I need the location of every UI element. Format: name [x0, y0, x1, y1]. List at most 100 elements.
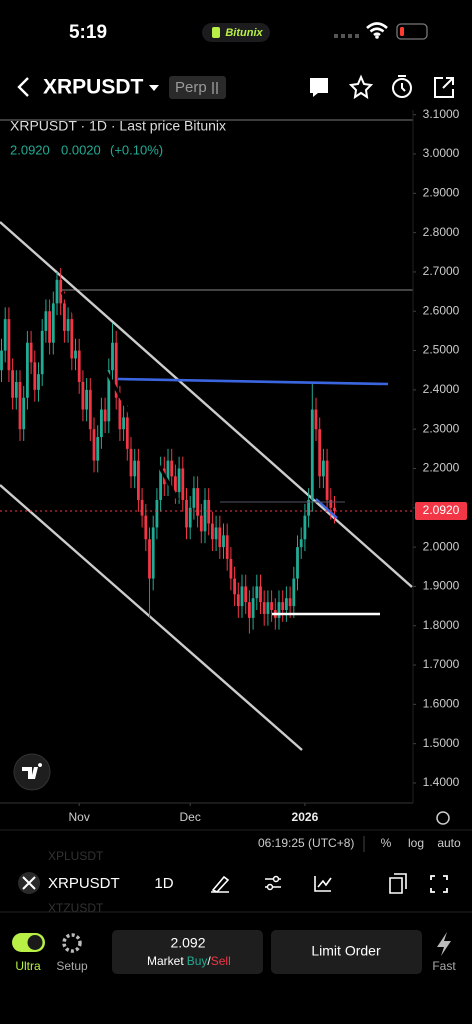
- buy-word: Buy: [187, 954, 208, 968]
- candle-body: [114, 342, 118, 398]
- candle-body: [299, 539, 303, 548]
- candle-body: [318, 429, 322, 477]
- candle-body: [125, 417, 129, 449]
- y-tick-label: 2.5000: [423, 343, 460, 357]
- y-tick-label: 1.9000: [423, 579, 460, 593]
- candle-body: [233, 578, 236, 595]
- candle-body: [174, 476, 177, 493]
- candle-body: [107, 370, 111, 422]
- candle-body: [296, 547, 299, 579]
- chat-icon[interactable]: [310, 78, 328, 97]
- limit-label: Limit Order: [311, 943, 381, 959]
- settings-gear[interactable]: [436, 811, 450, 825]
- y-tick-label: 1.4000: [423, 775, 460, 789]
- fullscreen[interactable]: [430, 875, 448, 893]
- candle-body: [85, 389, 88, 410]
- interval[interactable]: 1D: [154, 875, 173, 892]
- log-toggle[interactable]: log: [408, 836, 424, 850]
- ghost-symbol: XTZUSDT: [48, 901, 104, 915]
- wifi-dot: [375, 35, 379, 39]
- star-icon[interactable]: [348, 74, 374, 100]
- ultra-label[interactable]: Ultra: [15, 959, 41, 973]
- y-tick-label: 2.7000: [423, 264, 460, 278]
- alert-hand: [398, 75, 406, 92]
- limit-button[interactable]: [271, 930, 422, 974]
- candle-body: [118, 397, 122, 430]
- percent-toggle[interactable]: %: [381, 836, 392, 850]
- ghost-symbol: XPLUSDT: [48, 849, 104, 863]
- battery: [396, 23, 428, 40]
- symbol-caret[interactable]: [149, 85, 159, 91]
- y-tick-label: 2.9000: [423, 185, 460, 199]
- slash: /: [207, 954, 211, 968]
- candle-body: [74, 350, 77, 359]
- candle-body: [170, 460, 174, 477]
- drawing-line: [60, 291, 180, 501]
- market-button[interactable]: [112, 930, 263, 974]
- candles: [0, 268, 336, 634]
- candle-body: [92, 429, 96, 461]
- x-tick-label: 2026: [292, 810, 319, 824]
- candle-body: [51, 303, 55, 343]
- candle-body: [63, 303, 66, 331]
- clock-utc: 06:19:25 (UTC+8): [258, 836, 354, 850]
- legend-change: 0.0020: [61, 142, 101, 157]
- perp-arrows: [212, 82, 218, 94]
- candle-body: [14, 382, 18, 398]
- candle-body: [244, 586, 248, 603]
- chart-type[interactable]: [314, 876, 332, 892]
- back[interactable]: [17, 77, 29, 97]
- y-tick-label: 1.7000: [423, 657, 460, 671]
- candle-body: [203, 499, 207, 532]
- candle-body: [111, 342, 114, 371]
- candle-body: [11, 370, 14, 398]
- candle-body: [3, 319, 7, 351]
- candle-body: [333, 507, 336, 511]
- candle-body: [159, 468, 162, 500]
- candle-body: [181, 468, 185, 500]
- fast-icon[interactable]: [437, 932, 451, 956]
- toolbar-symbol[interactable]: XRPUSDT: [48, 875, 120, 892]
- candle-body: [151, 527, 155, 579]
- candle-body: [196, 488, 199, 516]
- draw-tool[interactable]: [211, 875, 230, 893]
- overlay: 1.4000 1.5000 1.6000 1.7000 1.8000 1.9000 2.00…: [0, 107, 467, 824]
- candle-body: [229, 558, 233, 579]
- candle-body: [211, 523, 214, 540]
- candle-body: [122, 417, 125, 430]
- candle-body: [240, 586, 244, 607]
- candle-body: [314, 409, 318, 430]
- auto-toggle[interactable]: auto: [437, 836, 461, 850]
- candle-body: [222, 535, 225, 548]
- knob: [272, 875, 280, 883]
- candle-body: [199, 515, 203, 532]
- y-tick-label: 2.0000: [423, 539, 460, 553]
- candle-body: [310, 409, 314, 500]
- candle-body: [26, 342, 29, 398]
- drawings: [60, 291, 389, 616]
- setup-label[interactable]: Setup: [56, 959, 88, 973]
- candle-body: [325, 460, 329, 500]
- y-tick-label: 2.2000: [423, 461, 460, 475]
- alert-icon[interactable]: [392, 78, 412, 98]
- share-icon[interactable]: [434, 77, 454, 98]
- y-tick-label: 2.6000: [423, 303, 460, 317]
- y-tick-label: 2.3000: [423, 421, 460, 435]
- candle-body: [7, 319, 11, 371]
- candle-body: [77, 350, 81, 383]
- perp-text: Perp: [175, 79, 207, 96]
- y-tick-label: 2.8000: [423, 225, 460, 239]
- copy-tool[interactable]: [389, 873, 407, 894]
- symbol[interactable]: XRPUSDT: [43, 76, 144, 99]
- last-price-box: [415, 501, 467, 520]
- y-tick-label: 1.8000: [423, 618, 460, 632]
- candle-body: [166, 460, 170, 485]
- candle-body: [236, 594, 240, 607]
- candle-body: [207, 499, 211, 524]
- fast-label[interactable]: Fast: [432, 959, 456, 973]
- candle-body: [55, 279, 59, 304]
- candle-body: [270, 602, 273, 611]
- setup-icon[interactable]: [62, 933, 82, 953]
